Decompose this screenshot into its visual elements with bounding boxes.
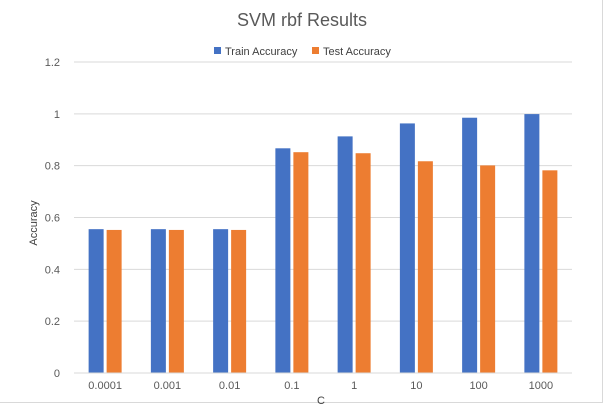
bar-train-accuracy [213, 229, 229, 373]
y-axis-label: Accuracy [28, 200, 40, 246]
y-tick-label: 0.6 [45, 213, 60, 225]
gridlines [74, 61, 572, 322]
bar-train-accuracy [88, 229, 104, 373]
legend-swatch-test [312, 47, 319, 54]
x-tick-label: 1000 [529, 380, 553, 392]
legend-label-test: Test Accuracy [323, 46, 391, 58]
bar-train-accuracy [275, 148, 291, 373]
x-tick-label: 100 [469, 380, 487, 392]
bar-train-accuracy [150, 229, 166, 373]
x-tick-label: 0.001 [154, 380, 182, 392]
y-tick-label: 0.4 [45, 264, 60, 276]
x-axis-ticks: 0.0001 0.001 0.01 0.1 1 10 100 1000 [88, 380, 553, 392]
legend-label-train: Train Accuracy [225, 46, 298, 58]
bar-test-accuracy [417, 161, 433, 373]
y-tick-label: 1 [54, 109, 60, 121]
bar-test-accuracy [106, 229, 122, 373]
bars [88, 114, 558, 374]
bar-train-accuracy [524, 114, 540, 373]
x-tick-label: 1 [351, 380, 357, 392]
y-axis-ticks: 0 0.2 0.4 0.6 0.8 1 1.2 [45, 57, 60, 380]
bar-test-accuracy [168, 229, 184, 373]
bar-test-accuracy [293, 152, 309, 373]
y-tick-label: 0.8 [45, 161, 60, 173]
chart-title: SVM rbf Results [237, 10, 367, 30]
bar-test-accuracy [355, 153, 371, 373]
bar-train-accuracy [462, 117, 478, 374]
y-tick-label: 1.2 [45, 57, 60, 69]
x-tick-label: 0.01 [219, 380, 240, 392]
x-axis-label: C [317, 395, 325, 407]
x-tick-label: 10 [410, 380, 422, 392]
x-tick-label: 0.1 [284, 380, 299, 392]
y-tick-label: 0.2 [45, 316, 60, 328]
legend: Train Accuracy Test Accuracy [214, 46, 391, 58]
bar-test-accuracy [542, 170, 558, 373]
y-tick-label: 0 [54, 368, 60, 380]
bar-test-accuracy [480, 165, 496, 373]
legend-swatch-train [214, 47, 221, 54]
x-tick-label: 0.0001 [88, 380, 122, 392]
bar-test-accuracy [231, 229, 247, 373]
bar-train-accuracy [399, 123, 415, 373]
bar-train-accuracy [337, 136, 353, 373]
